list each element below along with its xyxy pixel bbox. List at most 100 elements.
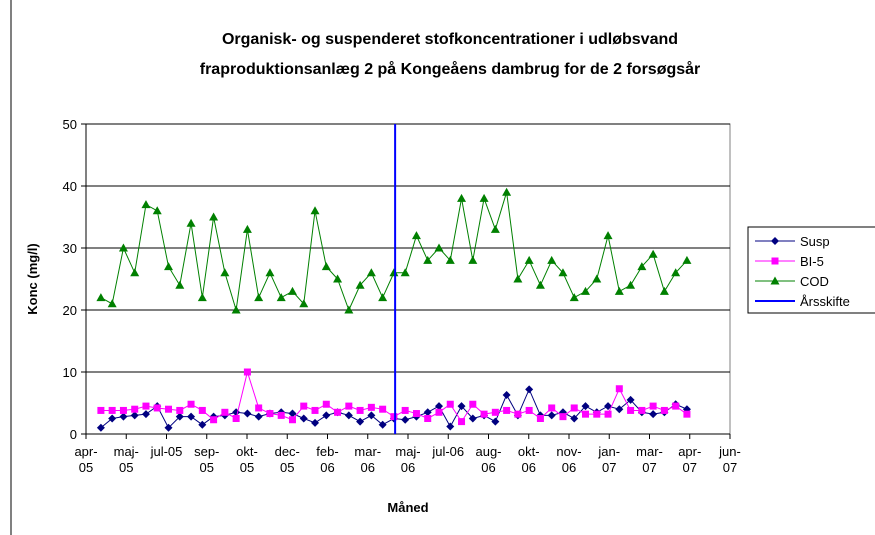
- x-tick-label: apr-05: [74, 444, 98, 475]
- x-tick-label: nov-06: [556, 444, 582, 475]
- data-point: [468, 414, 477, 423]
- legend-label: Susp: [800, 234, 830, 249]
- data-point: [502, 187, 512, 196]
- data-point: [626, 280, 636, 289]
- data-point: [457, 402, 466, 411]
- data-point: [400, 268, 410, 277]
- x-tick-label: okt-06: [517, 444, 540, 475]
- data-point: [142, 402, 150, 410]
- data-point: [344, 411, 353, 420]
- data-point: [434, 243, 444, 252]
- x-tick-label: okt-05: [236, 444, 258, 475]
- data-point: [243, 409, 252, 418]
- data-point: [423, 408, 432, 417]
- data-point: [615, 385, 623, 393]
- data-point: [649, 402, 657, 410]
- data-point: [119, 406, 127, 414]
- data-point: [334, 408, 342, 416]
- legend-label: Årsskifte: [800, 294, 850, 309]
- x-tick-label: dec-05: [274, 444, 300, 475]
- data-point: [254, 412, 263, 421]
- data-point: [671, 268, 681, 277]
- data-point: [345, 402, 353, 410]
- data-point: [648, 249, 658, 258]
- data-point: [175, 280, 185, 289]
- data-point: [446, 400, 454, 408]
- data-point: [187, 400, 195, 408]
- data-point: [401, 415, 410, 424]
- data-point: [660, 406, 668, 414]
- data-point: [535, 280, 545, 289]
- chart-title: Organisk- og suspenderet stofkoncentrati…: [222, 31, 678, 48]
- data-point: [288, 416, 296, 424]
- data-point: [198, 420, 207, 429]
- x-tick-label: feb-06: [316, 444, 339, 475]
- data-point: [604, 402, 613, 411]
- data-point: [525, 385, 534, 394]
- data-point: [411, 231, 421, 240]
- x-tick-label: sep-05: [194, 444, 220, 475]
- data-point: [672, 402, 680, 410]
- data-point: [479, 193, 489, 202]
- data-point: [490, 224, 500, 233]
- data-point: [423, 255, 433, 264]
- x-tick-label: jan-07: [598, 444, 621, 475]
- data-point: [231, 305, 241, 314]
- x-tick-label: mar-06: [354, 444, 382, 475]
- data-point: [626, 395, 635, 404]
- data-point: [107, 299, 117, 308]
- data-point: [469, 400, 477, 408]
- data-point: [468, 255, 478, 264]
- data-point: [96, 423, 105, 432]
- data-point: [412, 410, 420, 418]
- data-point: [683, 410, 691, 418]
- data-point: [130, 268, 140, 277]
- data-point: [356, 406, 364, 414]
- x-axis-title: Måned: [387, 500, 428, 515]
- data-point: [559, 413, 567, 421]
- x-tick-label: aug-06: [475, 444, 502, 475]
- data-point: [119, 412, 128, 421]
- data-point: [266, 410, 274, 418]
- data-point: [243, 368, 251, 376]
- data-point: [367, 403, 375, 411]
- data-point: [220, 268, 230, 277]
- data-point: [627, 406, 635, 414]
- data-point: [209, 212, 219, 221]
- data-point: [242, 224, 252, 233]
- data-point: [300, 402, 308, 410]
- x-tick-label: maj-06: [395, 444, 421, 475]
- data-point: [525, 406, 533, 414]
- data-point: [322, 400, 330, 408]
- data-point: [311, 406, 319, 414]
- data-point: [457, 193, 467, 202]
- x-tick-label: maj-05: [113, 444, 139, 475]
- data-point: [514, 410, 522, 418]
- data-point: [366, 268, 376, 277]
- data-point: [118, 243, 128, 252]
- data-point: [378, 420, 387, 429]
- data-point: [446, 422, 455, 431]
- data-point: [592, 274, 602, 283]
- data-point: [108, 406, 116, 414]
- data-point: [390, 413, 398, 421]
- y-axis-title: Konc (mg/l): [25, 243, 40, 315]
- data-point: [581, 286, 591, 295]
- data-point: [513, 274, 523, 283]
- y-tick-label: 20: [63, 303, 77, 318]
- data-point: [265, 268, 275, 277]
- data-point: [131, 405, 139, 413]
- data-point: [141, 200, 151, 209]
- data-point: [277, 411, 285, 419]
- data-point: [176, 406, 184, 414]
- data-point: [164, 423, 173, 432]
- data-point: [480, 410, 488, 418]
- data-point: [108, 414, 117, 423]
- data-point: [536, 415, 544, 422]
- data-point: [445, 255, 455, 264]
- data-point: [333, 274, 343, 283]
- data-point: [175, 412, 184, 421]
- data-point: [310, 206, 320, 215]
- data-point: [558, 268, 568, 277]
